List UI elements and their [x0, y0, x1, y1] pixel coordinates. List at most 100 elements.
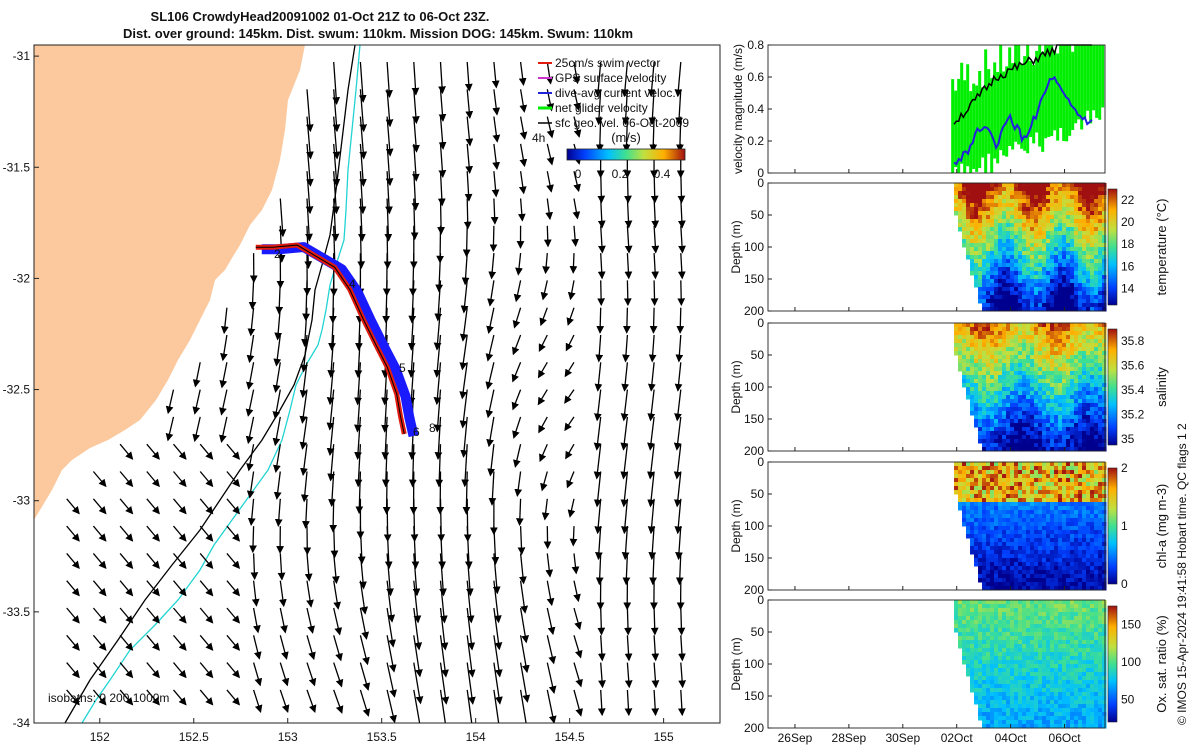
section-cell	[1050, 612, 1055, 617]
section-cell	[1082, 419, 1087, 424]
section-cell	[978, 231, 983, 236]
section-cell	[1022, 347, 1027, 352]
surface-velocity-arrow	[146, 607, 160, 624]
section-cell	[1002, 419, 1007, 424]
section-cell	[1018, 295, 1023, 300]
surface-velocity-arrow	[573, 89, 581, 111]
section-cell	[1082, 239, 1087, 244]
section-cell	[1042, 604, 1047, 609]
section-cell	[1026, 279, 1031, 284]
surface-velocity-arrow	[173, 525, 187, 542]
surface-velocity-arrow	[621, 526, 630, 561]
section-cell	[994, 616, 999, 621]
section-cell	[1054, 363, 1059, 368]
section-cell	[1094, 419, 1099, 424]
section-cell	[970, 395, 975, 400]
section-cell	[1018, 195, 1023, 200]
section-cell	[1046, 490, 1051, 495]
section-cell	[1054, 303, 1059, 308]
section-cell	[1006, 582, 1011, 587]
surface-velocity-arrow	[250, 553, 259, 581]
section-cell	[1070, 431, 1075, 436]
section-cell	[962, 375, 967, 380]
section-cell	[1010, 439, 1015, 444]
section-cell	[1054, 502, 1059, 507]
section-cell	[1086, 431, 1091, 436]
surface-velocity-arrow	[491, 61, 500, 89]
section-cell	[1094, 482, 1099, 487]
section-cell	[974, 279, 979, 284]
section-cell	[1078, 672, 1083, 677]
section-cell	[1102, 395, 1107, 400]
section-cell	[1078, 295, 1083, 300]
surface-velocity-arrow	[92, 552, 107, 570]
section-cell	[1054, 534, 1059, 539]
section-cell	[1066, 514, 1071, 519]
section-cell	[1062, 363, 1067, 368]
section-cell	[998, 199, 1003, 204]
section-cell	[1098, 391, 1103, 396]
section-cell	[1014, 684, 1019, 689]
section-cell	[1082, 255, 1087, 260]
section-cell	[978, 616, 983, 621]
section-cell	[1098, 486, 1103, 491]
section-cell	[994, 478, 999, 483]
section-cell	[1062, 510, 1067, 515]
section-cell	[970, 506, 975, 511]
section-cell	[1054, 478, 1059, 483]
section-cell	[1082, 586, 1087, 591]
section-cell	[994, 211, 999, 216]
section-cell	[974, 652, 979, 657]
section-cell	[1030, 195, 1035, 200]
surface-velocity-arrow	[305, 198, 313, 242]
section-cell	[1038, 486, 1043, 491]
section-cell	[994, 355, 999, 360]
section-cell	[1054, 498, 1059, 503]
section-cell	[1010, 704, 1015, 709]
section-cell	[1022, 538, 1027, 543]
section-cell	[1026, 399, 1031, 404]
section-cell	[1066, 526, 1071, 531]
section-cell	[1054, 562, 1059, 567]
section-cell	[1018, 712, 1023, 717]
surface-velocity-arrow	[490, 198, 499, 225]
section-cell	[1050, 720, 1055, 725]
section-cell	[1078, 215, 1083, 220]
section-cell	[1058, 514, 1063, 519]
section-cell	[1054, 215, 1059, 220]
section-cell	[994, 235, 999, 240]
section-cell	[978, 183, 983, 188]
section-cell	[1042, 506, 1047, 511]
section-cell	[1042, 259, 1047, 264]
section-cell	[986, 664, 991, 669]
section-cell	[1098, 223, 1103, 228]
section-cell	[990, 215, 995, 220]
section-cell	[1030, 447, 1035, 452]
section-cell	[1046, 604, 1051, 609]
section-cell	[958, 506, 963, 511]
section-cell	[1038, 518, 1043, 523]
section-cell	[990, 632, 995, 637]
section-cell	[994, 490, 999, 495]
section-cell	[982, 672, 987, 677]
section-cell	[1010, 600, 1015, 605]
section-cell	[1034, 632, 1039, 637]
section-cell	[1026, 582, 1031, 587]
section-cell	[1030, 704, 1035, 709]
surface-velocity-arrow	[119, 607, 134, 624]
section-cell	[1082, 383, 1087, 388]
section-cell	[966, 474, 971, 479]
section-cell	[1102, 435, 1107, 440]
section-cell	[970, 243, 975, 248]
surface-velocity-arrow	[466, 689, 473, 723]
surface-velocity-arrow	[595, 89, 603, 126]
section-cell	[986, 327, 991, 332]
section-cell	[1066, 207, 1071, 212]
section-cell	[994, 530, 999, 535]
section-cell	[1026, 355, 1031, 360]
section-cell	[990, 716, 995, 721]
section-cell	[1042, 423, 1047, 428]
section-cell	[1054, 295, 1059, 300]
section-cell	[1038, 235, 1043, 240]
surface-velocity-arrow	[624, 607, 632, 636]
